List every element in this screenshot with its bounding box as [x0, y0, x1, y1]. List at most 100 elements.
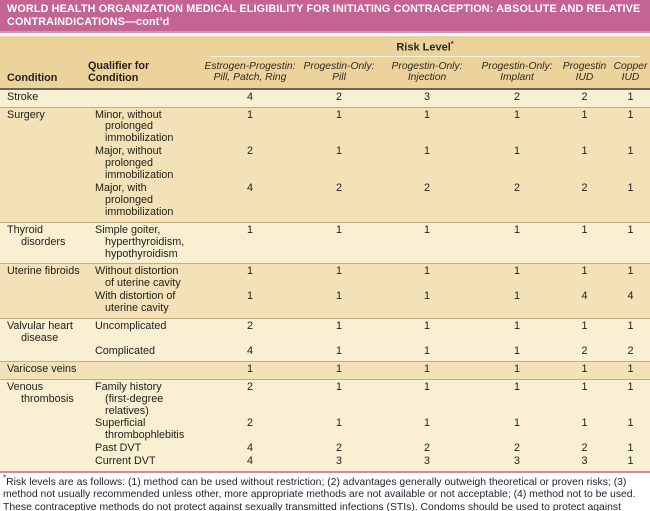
risk-value-cell: 3: [423, 455, 430, 468]
risk-value-cell: 1: [627, 442, 634, 455]
risk-value-cell: 1: [335, 380, 342, 393]
risk-value-cell: 1: [335, 223, 342, 236]
column-header-copper-iud: Copper IUD: [613, 60, 648, 84]
risk-value-cell: 2: [513, 90, 520, 103]
risk-value-cell: 1: [423, 380, 430, 393]
risk-value-cell: 1: [423, 265, 430, 278]
risk-value-cell: 1: [513, 145, 520, 158]
risk-value-cell: 2: [246, 380, 253, 393]
risk-value-cell: 2: [513, 182, 520, 194]
risk-value-cell: 1: [246, 265, 253, 278]
qualifier-cell: Minor, without prolonged immobilization: [95, 108, 174, 145]
risk-value-cell: 1: [627, 108, 634, 121]
risk-value-cell: 1: [627, 320, 634, 333]
qualifier-cell: Complicated: [95, 344, 156, 357]
risk-value-cell: 2: [581, 90, 588, 103]
column-header-progestin-only-pill: Progestin-Only: Pill: [303, 60, 375, 84]
risk-value-cell: 1: [627, 455, 634, 468]
risk-value-cell: 1: [513, 380, 520, 393]
qualifier-cell: Past DVT: [95, 442, 142, 455]
risk-value-cell: 4: [627, 290, 634, 303]
risk-value-cell: 2: [423, 182, 430, 194]
risk-value-cell: 1: [627, 90, 634, 103]
condition-cell: Stroke: [7, 90, 39, 103]
risk-value-cell: 1: [513, 344, 520, 357]
risk-value-cell: 1: [513, 265, 520, 278]
risk-value-cell: 1: [581, 362, 588, 375]
condition-cell: Varicose veins: [7, 362, 77, 375]
condition-group: Stroke 4 2 3 2 2 1: [0, 89, 650, 107]
risk-value-cell: 1: [627, 223, 634, 236]
risk-value-cell: 2: [335, 182, 342, 194]
risk-value-cell: 2: [246, 417, 253, 430]
risk-value-cell: 1: [423, 290, 430, 303]
condition-cell: Surgery: [7, 108, 45, 121]
condition-cell: Venous thrombosis: [7, 380, 74, 405]
table-row: Stroke 4 2 3 2 2 1: [0, 90, 650, 104]
risk-value-cell: 1: [335, 290, 342, 303]
condition-cell: [0, 418, 88, 442]
risk-value-cell: 4: [246, 90, 253, 103]
risk-value-cell: 1: [627, 362, 634, 375]
footnote-marker: *: [3, 473, 7, 483]
table-row: Varicose veins 1 1 1 1 1 1: [0, 362, 650, 376]
risk-value-cell: 1: [581, 265, 588, 278]
condition-group: Thyroid disorders Simple goiter, hyperthy…: [0, 221, 650, 264]
risk-value-cell: 1: [423, 362, 430, 375]
qualifier-cell: Simple goiter, hyperthyroidism, hypothyr…: [95, 223, 185, 260]
risk-value-cell: 1: [335, 344, 342, 357]
condition-cell: [0, 183, 88, 219]
table-title: WORLD HEALTH ORGANIZATION MEDICAL ELIGIB…: [7, 3, 641, 28]
column-header-progestin-only-implant: Progestin-Only: Implant: [481, 60, 553, 84]
table-row: Surgery Minor, without prolonged immobili…: [0, 108, 650, 146]
risk-value-cell: 1: [423, 108, 430, 121]
condition-cell: Thyroid disorders: [7, 223, 66, 248]
qualifier-cell: Major, without prolonged immobilization: [95, 145, 174, 182]
risk-value-cell: 1: [246, 290, 253, 303]
risk-value-cell: 1: [513, 223, 520, 236]
table-body: Stroke 4 2 3 2 2 1 Surgery Minor, without prolon…: [0, 89, 650, 474]
condition-cell: [0, 443, 88, 455]
risk-value-cell: 1: [513, 320, 520, 333]
risk-value-cell: 4: [246, 344, 253, 357]
risk-value-cell: 2: [627, 344, 634, 357]
risk-level-footnote-marker: *: [450, 39, 454, 48]
risk-value-cell: 2: [581, 344, 588, 357]
risk-value-cell: 1: [513, 108, 520, 121]
risk-value-cell: 1: [335, 265, 342, 278]
table-row: With distortion of uterine cavity 1 1 1 1 4 4: [0, 290, 650, 315]
risk-value-cell: 1: [627, 182, 634, 194]
table-row: Current DVT 4 3 3 3 3 1: [0, 455, 650, 468]
risk-value-cell: 1: [246, 223, 253, 236]
risk-value-cell: 1: [335, 108, 342, 121]
risk-value-cell: 2: [335, 442, 342, 455]
risk-value-cell: 1: [513, 290, 520, 303]
condition-cell: [0, 291, 88, 315]
column-headers-row: Condition Qualifier for Condition Estrog…: [0, 57, 650, 88]
risk-value-cell: 1: [581, 145, 588, 158]
risk-value-cell: 4: [246, 455, 253, 468]
footnotes: *Risk levels are as follows: (1) method …: [0, 473, 650, 511]
qualifier-cell: Superficial thrombophlebitis: [95, 417, 185, 442]
risk-level-header: Risk Level*: [210, 39, 640, 57]
risk-value-cell: 1: [581, 108, 588, 121]
risk-value-cell: 1: [246, 108, 253, 121]
risk-value-cell: 1: [581, 223, 588, 236]
condition-group: Uterine fibroids Without distortion of ut…: [0, 263, 650, 319]
table-row: Superficial thrombophlebitis 2 1 1 1 1 1: [0, 418, 650, 442]
qualifier-cell: [88, 92, 200, 104]
column-header-qualifier: Qualifier for Condition: [88, 59, 150, 84]
risk-value-cell: 2: [581, 182, 588, 194]
table-title-bar: WORLD HEALTH ORGANIZATION MEDICAL ELIGIB…: [0, 0, 650, 33]
qualifier-cell: Without distortion of uterine cavity: [95, 265, 181, 290]
risk-value-cell: 1: [423, 344, 430, 357]
table-row: Major, without prolonged immobilization 2…: [0, 145, 650, 182]
risk-value-cell: 1: [627, 265, 634, 278]
risk-value-cell: 1: [423, 223, 430, 236]
column-header-condition: Condition: [7, 71, 58, 84]
risk-value-cell: 4: [581, 290, 588, 303]
table-row: Venous thrombosis Family history (first-d…: [0, 380, 650, 418]
risk-value-cell: 3: [513, 455, 520, 468]
risk-value-cell: 1: [513, 417, 520, 430]
footnote-risk-levels: *Risk levels are as follows: (1) method …: [3, 473, 636, 511]
